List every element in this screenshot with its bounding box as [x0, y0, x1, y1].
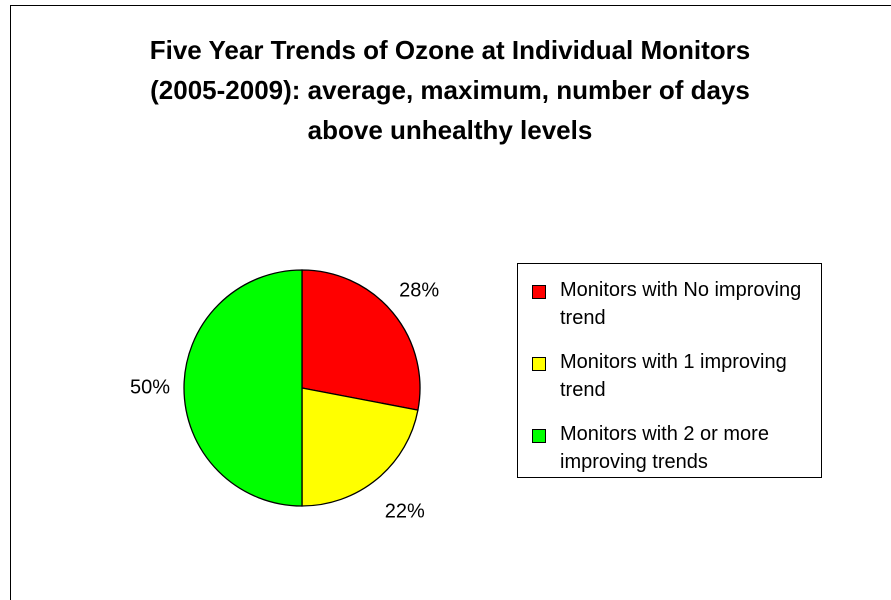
legend-swatch: [532, 429, 546, 443]
legend-swatch: [532, 285, 546, 299]
legend: Monitors with No improving trend Monitors…: [517, 263, 822, 478]
pie-slice: [183, 269, 303, 507]
legend-label: Monitors with No improving trend: [560, 279, 802, 329]
legend-label: Monitors with 1 improving trend: [560, 351, 787, 401]
data-label: 50%: [130, 376, 170, 398]
data-label: 28%: [399, 279, 439, 301]
legend-label: Monitors with 2 or more improving trends: [560, 423, 769, 473]
pie-slice: [301, 387, 419, 507]
legend-swatch: [532, 357, 546, 371]
data-label: 22%: [385, 501, 425, 523]
pie-slice: [301, 269, 421, 411]
chart-title: Five Year Trends of Ozone at Individual …: [149, 35, 751, 145]
chart-border: [10, 5, 891, 600]
